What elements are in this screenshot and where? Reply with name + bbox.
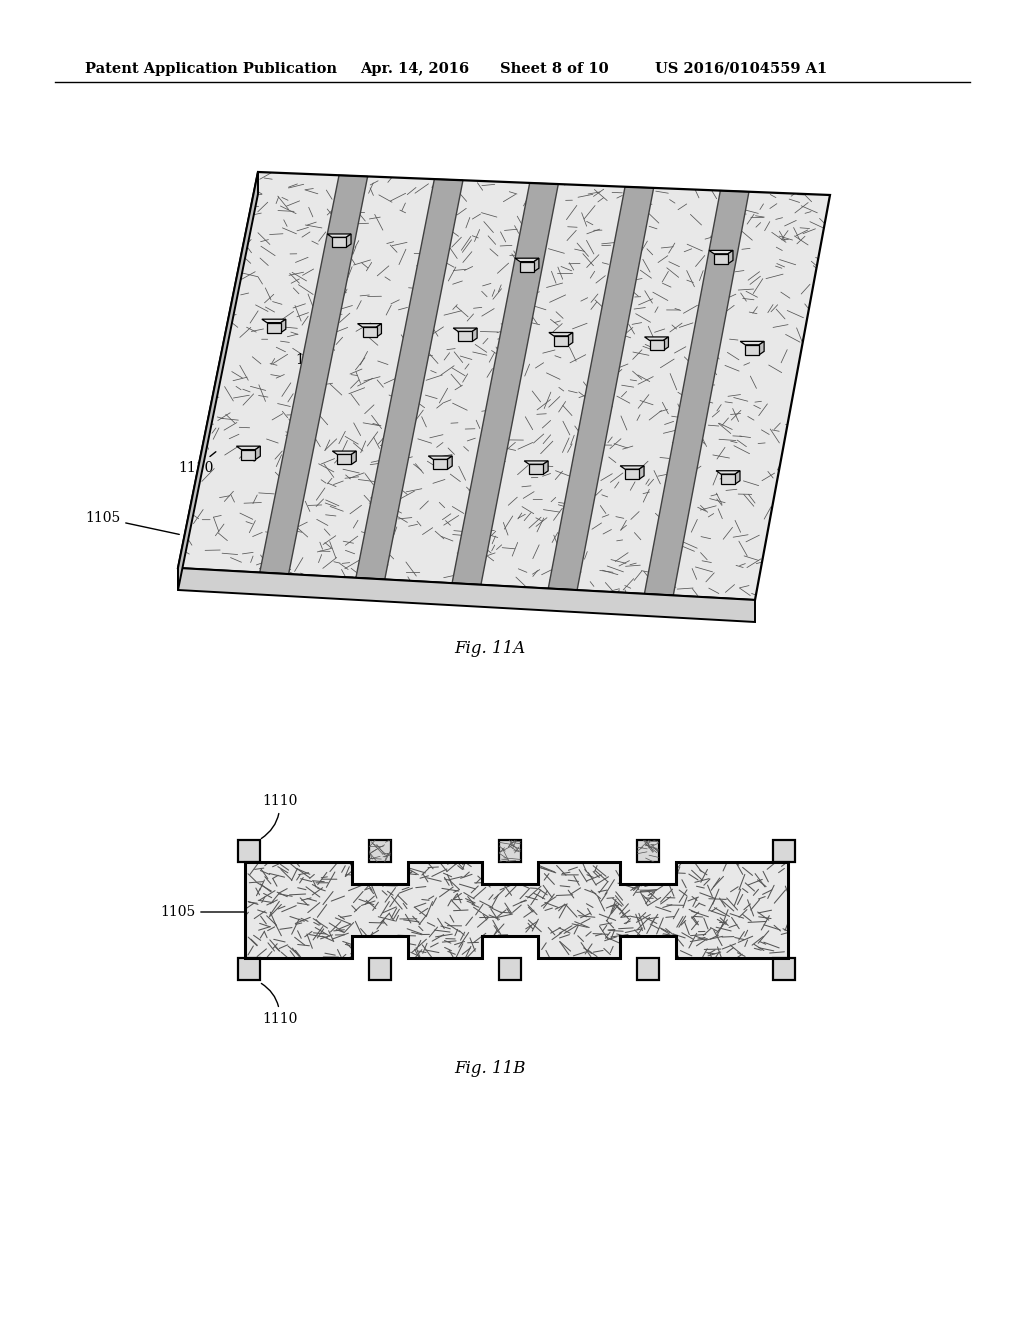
Polygon shape bbox=[357, 323, 382, 327]
Polygon shape bbox=[178, 172, 830, 601]
Polygon shape bbox=[740, 342, 764, 345]
Polygon shape bbox=[433, 459, 447, 470]
Polygon shape bbox=[714, 253, 728, 264]
Polygon shape bbox=[499, 840, 521, 862]
Polygon shape bbox=[520, 261, 534, 272]
Text: 1110: 1110 bbox=[261, 983, 297, 1026]
Text: Sheet 8 of 10: Sheet 8 of 10 bbox=[500, 62, 608, 77]
Polygon shape bbox=[735, 471, 740, 484]
Polygon shape bbox=[529, 465, 543, 474]
Polygon shape bbox=[281, 319, 286, 333]
Text: 1110: 1110 bbox=[178, 451, 216, 475]
Polygon shape bbox=[327, 234, 351, 238]
Polygon shape bbox=[534, 259, 539, 272]
Polygon shape bbox=[362, 327, 377, 337]
Bar bbox=[499, 958, 521, 979]
Polygon shape bbox=[377, 323, 382, 337]
Polygon shape bbox=[356, 180, 463, 579]
Polygon shape bbox=[548, 186, 653, 590]
Polygon shape bbox=[332, 238, 346, 247]
Bar bbox=[369, 840, 391, 862]
Text: 1105: 1105 bbox=[160, 906, 245, 919]
Polygon shape bbox=[639, 466, 644, 479]
Text: 1105: 1105 bbox=[85, 511, 179, 535]
Polygon shape bbox=[428, 455, 453, 459]
Bar bbox=[773, 840, 795, 862]
Polygon shape bbox=[452, 183, 558, 585]
Bar bbox=[238, 840, 260, 862]
Polygon shape bbox=[554, 335, 568, 346]
Text: US 2016/0104559 A1: US 2016/0104559 A1 bbox=[655, 62, 827, 77]
Polygon shape bbox=[721, 474, 735, 484]
Bar bbox=[637, 840, 659, 862]
Polygon shape bbox=[621, 466, 644, 469]
Bar bbox=[773, 958, 795, 979]
Polygon shape bbox=[333, 451, 356, 454]
Polygon shape bbox=[515, 259, 539, 261]
Polygon shape bbox=[262, 319, 286, 322]
Polygon shape bbox=[644, 337, 669, 341]
Polygon shape bbox=[664, 337, 669, 350]
Polygon shape bbox=[351, 451, 356, 465]
Polygon shape bbox=[649, 341, 664, 350]
Bar bbox=[369, 958, 391, 979]
Polygon shape bbox=[255, 446, 260, 459]
Text: Apr. 14, 2016: Apr. 14, 2016 bbox=[360, 62, 469, 77]
Polygon shape bbox=[568, 333, 572, 346]
Polygon shape bbox=[447, 455, 453, 470]
Text: Fig. 11B: Fig. 11B bbox=[455, 1060, 525, 1077]
Polygon shape bbox=[472, 329, 477, 342]
Polygon shape bbox=[637, 840, 659, 862]
Polygon shape bbox=[454, 329, 477, 331]
Polygon shape bbox=[458, 331, 472, 342]
Polygon shape bbox=[337, 454, 351, 465]
Polygon shape bbox=[543, 461, 548, 474]
Polygon shape bbox=[759, 342, 764, 355]
Text: 1110: 1110 bbox=[295, 330, 331, 367]
Text: Patent Application Publication: Patent Application Publication bbox=[85, 62, 337, 77]
Polygon shape bbox=[369, 840, 391, 862]
Bar bbox=[238, 958, 260, 979]
Polygon shape bbox=[178, 172, 258, 590]
Polygon shape bbox=[728, 251, 733, 264]
Polygon shape bbox=[745, 345, 759, 355]
Polygon shape bbox=[625, 469, 639, 479]
Bar bbox=[499, 840, 521, 862]
Polygon shape bbox=[549, 333, 572, 335]
Bar bbox=[637, 958, 659, 979]
Polygon shape bbox=[242, 450, 255, 459]
Polygon shape bbox=[267, 322, 281, 333]
Polygon shape bbox=[260, 176, 368, 574]
Polygon shape bbox=[346, 234, 351, 247]
Polygon shape bbox=[178, 568, 755, 622]
Polygon shape bbox=[716, 471, 740, 474]
Polygon shape bbox=[245, 862, 788, 958]
Polygon shape bbox=[644, 190, 749, 595]
Text: 1110: 1110 bbox=[261, 795, 297, 838]
Polygon shape bbox=[709, 251, 733, 253]
Text: Fig. 11A: Fig. 11A bbox=[455, 640, 525, 657]
Polygon shape bbox=[524, 461, 548, 465]
Polygon shape bbox=[237, 446, 260, 450]
